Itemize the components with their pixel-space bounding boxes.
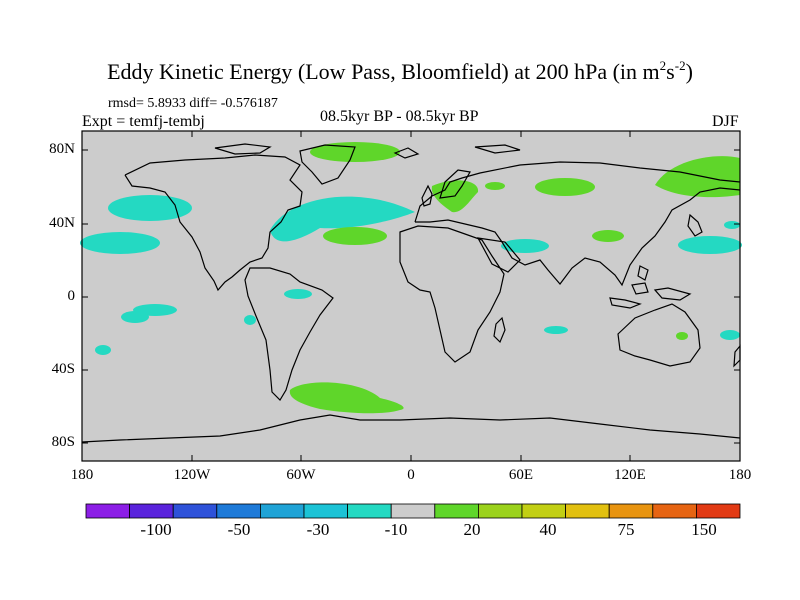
lon-label-120w: 120W bbox=[173, 467, 211, 483]
experiment-label: Expt = temfj-tembj bbox=[82, 113, 205, 130]
colorbar-swatch bbox=[565, 503, 610, 519]
cyan-region bbox=[108, 195, 192, 221]
colorbar-swatch bbox=[477, 503, 523, 519]
green-region bbox=[485, 182, 505, 190]
colorbar-label: -10 bbox=[384, 520, 408, 539]
green-region bbox=[310, 142, 400, 162]
colorbar-label: -30 bbox=[306, 520, 330, 539]
colorbar-swatch bbox=[521, 503, 566, 519]
period-label: 08.5kyr BP - 08.5kyr BP bbox=[320, 108, 479, 125]
colorbar-swatch bbox=[216, 503, 261, 519]
cyan-region bbox=[724, 221, 740, 229]
lat-label-0: 0 bbox=[67, 288, 76, 304]
colorbar-swatch bbox=[608, 503, 654, 519]
colorbar-label: 150 bbox=[691, 520, 717, 539]
axis-ticks bbox=[81, 131, 741, 461]
green-region bbox=[592, 230, 624, 242]
cyan-region bbox=[284, 289, 312, 299]
colorbar-label: 75 bbox=[617, 520, 635, 539]
cyan-region bbox=[678, 236, 742, 254]
season-label: DJF bbox=[712, 113, 739, 130]
cyan-region bbox=[121, 311, 149, 323]
cyan-region bbox=[501, 239, 549, 253]
cyan-region bbox=[244, 315, 256, 325]
green-region bbox=[289, 382, 404, 414]
lon-label-60w: 60W bbox=[286, 467, 316, 483]
green-region bbox=[676, 332, 688, 340]
map-background bbox=[82, 131, 740, 461]
green-region bbox=[655, 156, 740, 198]
lon-label-180w: 180 bbox=[70, 467, 94, 483]
colorbar-swatch bbox=[303, 503, 348, 519]
colorbar bbox=[85, 503, 741, 519]
plot-title: Eddy Kinetic Energy (Low Pass, Bloomfiel… bbox=[107, 58, 693, 84]
lat-label-80n: 80N bbox=[49, 141, 75, 157]
colorbar-swatch bbox=[172, 503, 218, 519]
colorbar-swatch bbox=[85, 503, 130, 519]
cyan-region bbox=[270, 196, 415, 242]
colorbar-label: 40 bbox=[539, 520, 557, 539]
green-region bbox=[535, 178, 595, 196]
lat-label-80s: 80S bbox=[51, 434, 75, 450]
colorbar-swatch bbox=[259, 503, 305, 519]
colorbar-swatch bbox=[347, 503, 392, 519]
colorbar-swatch bbox=[652, 503, 697, 519]
cyan-region bbox=[80, 232, 160, 254]
colorbar-label: -50 bbox=[227, 520, 251, 539]
lon-label-120e: 120E bbox=[614, 467, 646, 483]
lat-label-40n: 40N bbox=[49, 215, 75, 231]
green-region bbox=[323, 227, 387, 245]
lat-label-40s: 40S bbox=[51, 361, 75, 377]
stats-text: rmsd= 5.8933 diff= -0.576187 bbox=[108, 96, 278, 111]
colorbar-label: 20 bbox=[463, 520, 481, 539]
anomaly-regions bbox=[80, 142, 742, 414]
colorbar-label: -100 bbox=[140, 520, 172, 539]
lon-label-60e: 60E bbox=[508, 467, 534, 483]
coastlines bbox=[81, 143, 741, 443]
cyan-region bbox=[720, 330, 740, 340]
lon-label-180e: 180 bbox=[728, 467, 752, 483]
colorbar-swatch bbox=[390, 503, 436, 519]
lon-label-0: 0 bbox=[407, 467, 415, 483]
colorbar-swatch bbox=[434, 503, 479, 519]
colorbar-swatch bbox=[129, 503, 174, 519]
cyan-region bbox=[544, 326, 568, 334]
colorbar-swatch bbox=[696, 503, 741, 519]
cyan-region bbox=[95, 345, 111, 355]
